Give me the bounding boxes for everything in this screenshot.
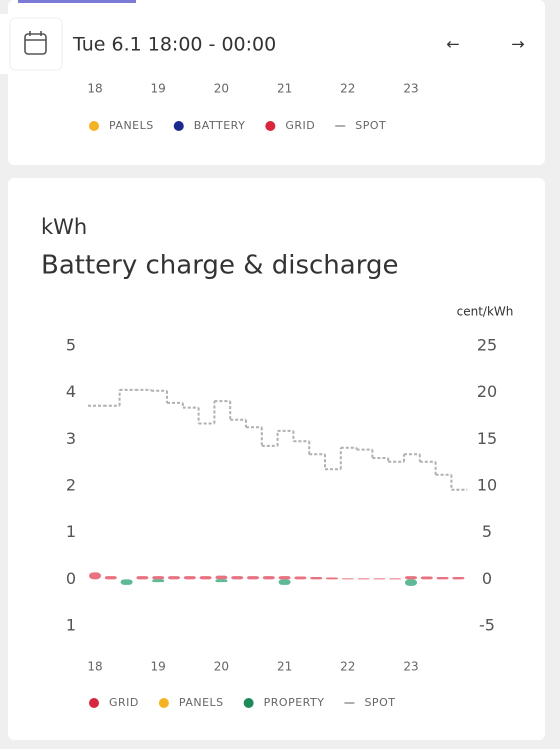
y-tick-label: 3 <box>66 429 76 448</box>
y2-axis-label: cent/kWh <box>457 305 514 319</box>
bar <box>341 578 354 580</box>
bar <box>120 579 133 585</box>
next-button[interactable] <box>492 18 545 71</box>
legend-swatch <box>89 698 99 708</box>
x-tick-label: 23 <box>403 660 418 674</box>
y-tick-label: 4 <box>66 382 76 401</box>
legend-label: SPOT <box>364 696 395 709</box>
y2-tick-label: 10 <box>477 476 497 495</box>
prev-arrow: ← <box>446 35 459 54</box>
y-tick-label: 2 <box>66 476 76 495</box>
bar <box>215 575 228 580</box>
x-tick-label: 21 <box>277 660 292 674</box>
bar <box>357 578 370 580</box>
bar <box>247 576 259 580</box>
bar <box>278 576 291 580</box>
bar <box>168 576 180 580</box>
bar <box>452 577 465 580</box>
x-tick-label: 21 <box>277 82 292 96</box>
legend-swatch <box>243 698 254 708</box>
bar <box>215 579 228 583</box>
date-bar <box>0 14 415 74</box>
x-tick-label: 19 <box>151 660 166 674</box>
next-arrow: → <box>511 35 524 54</box>
y2-tick-label: 0 <box>482 569 492 588</box>
y-tick-label: 1 <box>66 616 76 635</box>
legend-label: PROPERTY <box>264 696 325 709</box>
bar <box>89 572 101 580</box>
bar <box>199 576 212 580</box>
bar <box>405 576 417 580</box>
legend-label: GRID <box>285 119 315 132</box>
legend-label: SPOT <box>355 119 386 132</box>
chart-title: Battery charge & discharge <box>41 251 398 281</box>
bar <box>420 576 433 580</box>
legend-label: BATTERY <box>194 119 246 132</box>
bar <box>152 579 165 583</box>
legend-label: PANELS <box>179 696 224 709</box>
legend-swatch <box>265 121 276 131</box>
y2-tick-label: 5 <box>482 522 492 541</box>
bar <box>152 576 165 580</box>
bar <box>231 576 244 580</box>
bar <box>436 577 449 580</box>
x-tick-label: 18 <box>87 660 102 674</box>
bar <box>104 576 117 580</box>
bar <box>389 578 402 580</box>
y-tick-label: 5 <box>66 336 76 355</box>
legend-swatch <box>158 698 169 708</box>
bar <box>136 576 149 580</box>
legend-swatch <box>173 121 184 131</box>
x-tick-label: 20 <box>214 82 229 96</box>
y2-tick-label: 25 <box>477 336 497 355</box>
bar <box>278 579 291 585</box>
bar <box>310 577 323 580</box>
bar <box>326 577 338 580</box>
legend-label: GRID <box>109 696 139 709</box>
y2-tick-label: -5 <box>479 616 495 635</box>
y-tick-label: 1 <box>66 522 76 541</box>
prev-button[interactable] <box>427 18 480 71</box>
x-tick-label: 22 <box>340 82 355 96</box>
x-tick-label: 23 <box>403 82 418 96</box>
x-tick-label: 18 <box>87 82 102 96</box>
x-tick-label: 19 <box>151 82 166 96</box>
bar <box>262 576 275 580</box>
legend-swatch <box>89 121 99 131</box>
bar <box>183 576 196 580</box>
date-range: Tue 6.1 18:00 - 00:00 <box>72 34 276 56</box>
chart-subtitle: kWh <box>41 215 87 239</box>
y2-tick-label: 15 <box>477 429 497 448</box>
x-tick-label: 22 <box>340 660 355 674</box>
bar <box>373 578 386 580</box>
chart-card <box>8 178 545 740</box>
x-tick-label: 20 <box>214 660 229 674</box>
calendar-button[interactable] <box>9 17 63 71</box>
legend-label: PANELS <box>109 119 154 132</box>
tab-indicator <box>18 0 136 3</box>
y-tick-label: 0 <box>66 569 76 588</box>
calendar-icon <box>24 31 47 55</box>
y2-tick-label: 20 <box>477 382 497 401</box>
bar <box>405 579 417 586</box>
bar <box>294 576 307 580</box>
